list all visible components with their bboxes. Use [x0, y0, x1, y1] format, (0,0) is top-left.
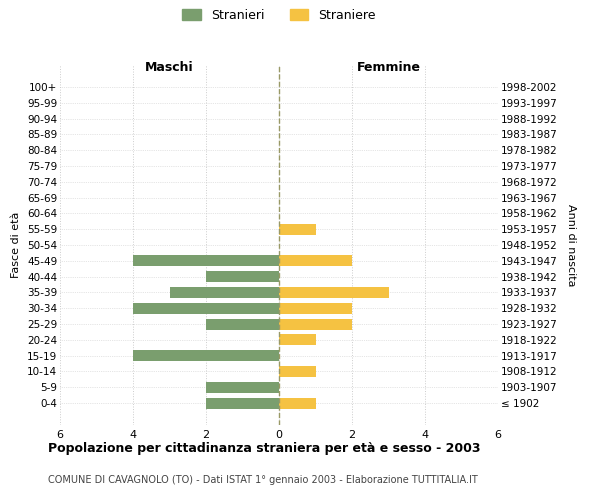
Text: COMUNE DI CAVAGNOLO (TO) - Dati ISTAT 1° gennaio 2003 - Elaborazione TUTTITALIA.: COMUNE DI CAVAGNOLO (TO) - Dati ISTAT 1°…: [48, 475, 478, 485]
Bar: [279, 366, 316, 377]
Bar: [279, 318, 352, 330]
Text: Femmine: Femmine: [356, 61, 421, 74]
Bar: [133, 256, 279, 266]
Bar: [279, 302, 352, 314]
Bar: [279, 256, 352, 266]
Bar: [279, 398, 316, 408]
Y-axis label: Fasce di età: Fasce di età: [11, 212, 22, 278]
Bar: [133, 350, 279, 361]
Bar: [206, 398, 279, 408]
Text: Maschi: Maschi: [145, 61, 194, 74]
Bar: [206, 382, 279, 393]
Bar: [279, 287, 389, 298]
Y-axis label: Anni di nascita: Anni di nascita: [566, 204, 576, 286]
Text: Popolazione per cittadinanza straniera per età e sesso - 2003: Popolazione per cittadinanza straniera p…: [48, 442, 481, 455]
Legend: Stranieri, Straniere: Stranieri, Straniere: [177, 4, 381, 27]
Bar: [133, 302, 279, 314]
Bar: [170, 287, 279, 298]
Bar: [206, 318, 279, 330]
Bar: [206, 271, 279, 282]
Bar: [279, 224, 316, 234]
Bar: [279, 334, 316, 345]
